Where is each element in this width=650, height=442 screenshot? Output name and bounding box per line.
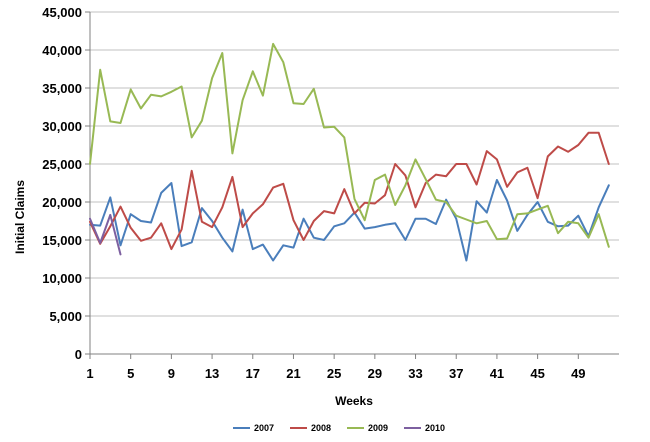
x-tick-label-3: 13 — [205, 366, 219, 381]
legend: 2007 2008 2009 2010 — [233, 423, 445, 433]
x-tick-labels: 1 5 9 13 17 21 25 29 33 37 41 45 49 — [86, 366, 585, 381]
series-line-2007 — [89, 179, 610, 262]
series-lines — [89, 42, 610, 262]
x-tick-label-4: 17 — [246, 366, 260, 381]
y-tick-label-2: 10,000 — [42, 271, 82, 286]
series-line-2010 — [89, 213, 122, 256]
x-tick-label-9: 37 — [449, 366, 463, 381]
x-tick-label-1: 5 — [127, 366, 134, 381]
y-axis-title: Initial Claims — [13, 180, 27, 254]
axes — [85, 11, 619, 359]
legend-label-2009: 2009 — [368, 423, 388, 433]
y-tick-label-9: 45,000 — [42, 5, 82, 20]
x-axis-title: Weeks — [335, 394, 373, 408]
y-tick-label-7: 35,000 — [42, 81, 82, 96]
x-tick-label-12: 49 — [571, 366, 585, 381]
x-tick-label-10: 41 — [490, 366, 504, 381]
legend-label-2008: 2008 — [311, 423, 331, 433]
y-tick-label-4: 20,000 — [42, 195, 82, 210]
x-tick-label-8: 33 — [408, 366, 422, 381]
y-tick-label-5: 25,000 — [42, 157, 82, 172]
x-tick-label-5: 21 — [286, 366, 300, 381]
y-tick-label-8: 40,000 — [42, 43, 82, 58]
x-tick-label-7: 29 — [368, 366, 382, 381]
series-line-2008 — [89, 131, 610, 251]
legend-label-2010: 2010 — [425, 423, 445, 433]
x-tick-label-0: 1 — [86, 366, 93, 381]
gridlines — [90, 11, 619, 317]
legend-label-2007: 2007 — [254, 423, 274, 433]
series-line-2009 — [89, 42, 610, 248]
y-tick-label-0: 0 — [75, 347, 82, 362]
x-tick-label-11: 45 — [530, 366, 544, 381]
y-tick-label-3: 15,000 — [42, 233, 82, 248]
y-tick-label-1: 5,000 — [49, 309, 82, 324]
y-tick-labels: 0 5,000 10,000 15,000 20,000 25,000 30,000 35,0… — [42, 5, 82, 362]
x-tick-label-6: 25 — [327, 366, 341, 381]
x-tick-label-2: 9 — [168, 366, 175, 381]
y-tick-label-6: 30,000 — [42, 119, 82, 134]
